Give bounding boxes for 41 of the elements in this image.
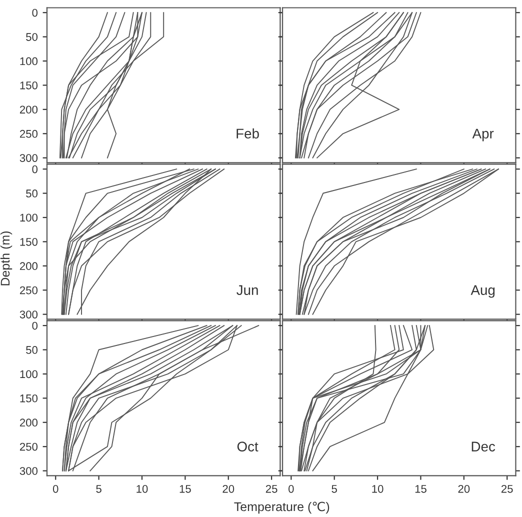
- y-tick-label: 300: [20, 154, 38, 162]
- x-tick-label: 25: [266, 484, 278, 493]
- x-tick-label: 5: [96, 485, 102, 493]
- y-tick-label: 300: [20, 310, 38, 318]
- annotation: Oct: [237, 442, 258, 452]
- x-tick-label: 5: [332, 485, 337, 493]
- y-tick-label: 250: [20, 286, 38, 294]
- x-tick-label: 20: [222, 484, 234, 493]
- x-tick-label: 0: [52, 484, 58, 493]
- y-tick-label: 50: [26, 33, 38, 41]
- x-tick-label: 10: [136, 484, 148, 493]
- y-tick-label: 0: [32, 8, 38, 17]
- y-tick-label: 150: [20, 394, 38, 402]
- x-tick-label: 10: [372, 484, 384, 493]
- y-tick-label: 0: [32, 322, 38, 330]
- annotation: Apr: [472, 128, 494, 142]
- y-tick-label: 200: [20, 262, 38, 270]
- x-tick-label: 0: [288, 484, 294, 493]
- y-tick-label: 100: [20, 370, 38, 378]
- y-tick-label: 200: [20, 418, 38, 427]
- y-tick-label: 100: [20, 57, 38, 66]
- y-tick-label: 50: [26, 346, 38, 354]
- y-tick-label: 250: [20, 130, 38, 138]
- y-axis-title: Depth (m): [0, 231, 12, 286]
- annotation: Aug: [470, 285, 495, 298]
- x-axis-title: Temperature (℃): [234, 502, 330, 514]
- y-tick-label: 250: [20, 442, 38, 451]
- y-tick-label: 150: [20, 81, 38, 90]
- y-tick-label: 0: [32, 165, 38, 174]
- y-tick-label: 200: [20, 106, 38, 114]
- y-tick-label: 100: [20, 214, 38, 222]
- y-tick-label: 300: [20, 467, 38, 475]
- x-tick-label: 25: [501, 484, 513, 493]
- annotation: Jun: [236, 285, 258, 296]
- annotation: Dec: [472, 442, 496, 452]
- x-tick-label: 15: [180, 485, 191, 493]
- annotation: Feb: [236, 128, 259, 139]
- y-tick-label: 50: [26, 190, 38, 198]
- x-tick-label: 15: [415, 485, 426, 493]
- y-tick-label: 150: [20, 238, 38, 246]
- x-tick-label: 20: [458, 484, 470, 493]
